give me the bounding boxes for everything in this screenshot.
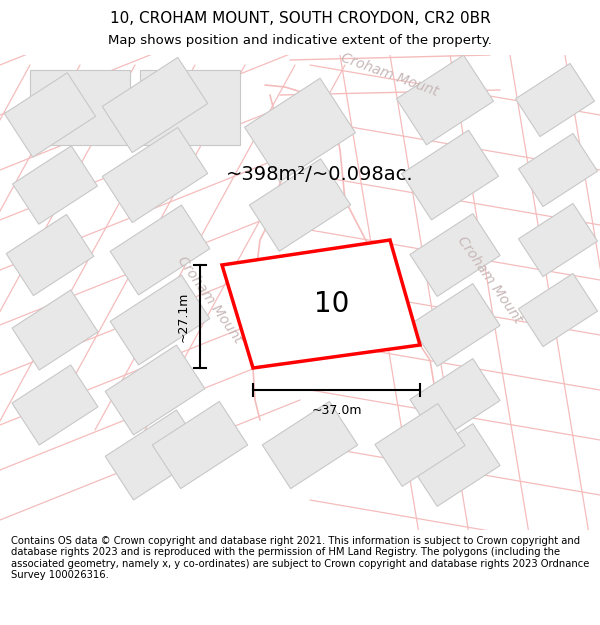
Polygon shape	[12, 290, 98, 370]
Text: ~27.1m: ~27.1m	[177, 291, 190, 342]
Text: ~37.0m: ~37.0m	[311, 404, 362, 417]
Polygon shape	[102, 127, 208, 222]
Polygon shape	[110, 275, 210, 365]
Text: Croham Mount: Croham Mount	[455, 234, 525, 326]
Text: Map shows position and indicative extent of the property.: Map shows position and indicative extent…	[108, 34, 492, 47]
Polygon shape	[105, 410, 205, 500]
Text: ~398m²/~0.098ac.: ~398m²/~0.098ac.	[226, 166, 414, 184]
Polygon shape	[6, 214, 94, 296]
Polygon shape	[4, 72, 95, 158]
Polygon shape	[410, 359, 500, 441]
Polygon shape	[140, 70, 240, 145]
Text: Croham Mount: Croham Mount	[175, 254, 245, 346]
Polygon shape	[110, 205, 210, 295]
Polygon shape	[515, 63, 595, 137]
Polygon shape	[13, 146, 97, 224]
Polygon shape	[410, 214, 500, 296]
Polygon shape	[262, 401, 358, 489]
Polygon shape	[397, 55, 494, 145]
Text: 10: 10	[314, 291, 349, 319]
Polygon shape	[375, 404, 465, 486]
Polygon shape	[105, 345, 205, 435]
Polygon shape	[518, 273, 598, 347]
Polygon shape	[152, 401, 248, 489]
Text: 10, CROHAM MOUNT, SOUTH CROYDON, CR2 0BR: 10, CROHAM MOUNT, SOUTH CROYDON, CR2 0BR	[110, 11, 490, 26]
Polygon shape	[410, 284, 500, 366]
Text: Croham Mount: Croham Mount	[340, 51, 440, 99]
Polygon shape	[518, 203, 598, 277]
Polygon shape	[518, 133, 598, 207]
Polygon shape	[102, 58, 208, 152]
Polygon shape	[250, 159, 350, 251]
Polygon shape	[12, 365, 98, 445]
Polygon shape	[30, 70, 130, 145]
Polygon shape	[410, 424, 500, 506]
Text: Contains OS data © Crown copyright and database right 2021. This information is : Contains OS data © Crown copyright and d…	[11, 536, 589, 581]
Polygon shape	[245, 78, 355, 182]
Polygon shape	[222, 240, 420, 368]
Polygon shape	[401, 130, 499, 220]
